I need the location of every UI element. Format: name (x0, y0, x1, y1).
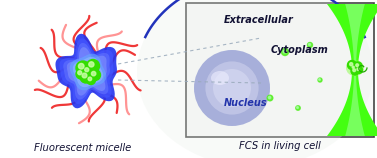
Circle shape (268, 96, 271, 99)
Circle shape (80, 71, 92, 83)
Circle shape (86, 76, 95, 85)
Circle shape (82, 73, 87, 78)
Circle shape (349, 63, 353, 66)
Ellipse shape (213, 69, 251, 107)
Circle shape (319, 79, 320, 80)
Circle shape (267, 95, 273, 101)
Circle shape (308, 43, 313, 48)
Polygon shape (70, 54, 106, 90)
Circle shape (89, 70, 101, 80)
Text: FCS in living cell: FCS in living cell (239, 141, 321, 151)
Ellipse shape (194, 50, 270, 126)
Circle shape (282, 49, 288, 55)
Circle shape (78, 64, 84, 69)
Circle shape (86, 60, 100, 73)
Circle shape (318, 78, 322, 82)
Ellipse shape (205, 61, 259, 115)
Polygon shape (55, 34, 117, 108)
Ellipse shape (211, 71, 229, 85)
Circle shape (353, 69, 356, 72)
Polygon shape (73, 57, 103, 87)
Circle shape (76, 69, 86, 79)
Text: Extracellular: Extracellular (224, 15, 294, 25)
Circle shape (352, 66, 354, 68)
Ellipse shape (137, 0, 373, 158)
Circle shape (351, 65, 357, 71)
Text: Fluorescent micelle: Fluorescent micelle (34, 143, 132, 153)
Circle shape (357, 68, 359, 70)
Polygon shape (67, 47, 107, 96)
Polygon shape (345, 4, 365, 136)
Circle shape (351, 67, 359, 75)
Circle shape (83, 66, 93, 76)
Text: Cytoplasm: Cytoplasm (271, 45, 329, 55)
Circle shape (297, 107, 298, 108)
Circle shape (308, 43, 311, 46)
Circle shape (88, 77, 92, 81)
Circle shape (296, 106, 300, 110)
Ellipse shape (346, 60, 364, 76)
Circle shape (89, 62, 94, 67)
FancyBboxPatch shape (186, 3, 374, 137)
Circle shape (348, 61, 357, 70)
Polygon shape (327, 4, 377, 136)
Circle shape (85, 68, 89, 72)
Circle shape (92, 71, 96, 76)
Circle shape (283, 50, 286, 53)
Circle shape (76, 61, 90, 75)
Text: Nucleus: Nucleus (224, 98, 268, 108)
Polygon shape (63, 43, 110, 100)
Circle shape (354, 62, 362, 70)
Polygon shape (59, 38, 113, 104)
Circle shape (78, 71, 82, 75)
Circle shape (356, 67, 363, 73)
Circle shape (356, 64, 359, 67)
